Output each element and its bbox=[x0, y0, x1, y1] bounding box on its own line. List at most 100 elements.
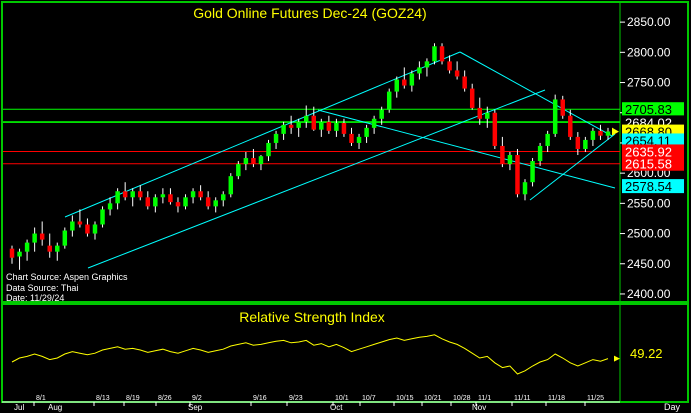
day-label: 11/11 bbox=[514, 395, 531, 402]
rsi-line bbox=[11, 334, 609, 375]
decline-upper-line bbox=[459, 51, 613, 137]
day-label: 9/23 bbox=[289, 395, 303, 402]
candle-body bbox=[70, 221, 75, 231]
candle-body bbox=[205, 197, 211, 207]
day-label: 9/16 bbox=[253, 395, 267, 402]
day-label: 10/1 bbox=[335, 395, 349, 402]
day-label: 8/13 bbox=[96, 395, 110, 402]
price-level-tags: 2705.832685.002684.022668.802654.112635.… bbox=[612, 102, 684, 194]
candle-body bbox=[221, 194, 226, 201]
candle-body bbox=[334, 123, 339, 131]
month-label: Nov bbox=[472, 403, 486, 412]
candle-body bbox=[432, 46, 437, 62]
candle-body bbox=[92, 224, 98, 234]
candle-body bbox=[296, 121, 301, 128]
candle-body bbox=[485, 112, 490, 119]
trend-channel-lines bbox=[64, 51, 616, 269]
day-label: 10/21 bbox=[424, 395, 442, 402]
candle-body bbox=[492, 112, 498, 146]
day-label: 10/7 bbox=[362, 395, 376, 402]
source-line: Data Source: Thai bbox=[6, 283, 78, 293]
date-axis: 8/1 8/13 8/19 8/26 9/2 9/16 9/23 10/1 10/7 10/15 1… bbox=[2, 395, 620, 412]
price-tag-bg bbox=[622, 102, 684, 117]
candle-body bbox=[183, 197, 188, 207]
candle-body bbox=[198, 191, 203, 198]
candle-body bbox=[273, 133, 279, 143]
candle-body bbox=[469, 88, 475, 108]
support-line bbox=[529, 133, 616, 201]
candle-body bbox=[243, 158, 249, 165]
candle-body bbox=[175, 202, 181, 207]
day-label: 10/15 bbox=[396, 395, 414, 402]
current-price-marker bbox=[612, 127, 619, 136]
candle-body bbox=[100, 209, 105, 225]
rsi-value-tag: 49.22 bbox=[627, 346, 685, 362]
price-tag-value: 2615.58 bbox=[625, 157, 672, 172]
candle-body bbox=[402, 79, 407, 86]
candle-body bbox=[545, 133, 550, 146]
candle-body bbox=[379, 109, 384, 119]
candle-body bbox=[386, 91, 392, 110]
candle-body bbox=[507, 155, 513, 165]
candle-body bbox=[341, 123, 347, 134]
decline-lower-line bbox=[317, 109, 616, 189]
candle-body bbox=[568, 115, 573, 137]
candle-body bbox=[32, 233, 37, 243]
y-tick-label: 2750.00 bbox=[627, 76, 671, 90]
candlestick-series bbox=[9, 43, 611, 270]
candle-body bbox=[409, 73, 415, 86]
candle-body bbox=[190, 191, 196, 198]
candle-body bbox=[530, 161, 535, 183]
candle-body bbox=[311, 115, 317, 130]
y-tick-label: 2450.00 bbox=[627, 257, 671, 271]
candle-body bbox=[47, 245, 52, 252]
candle-body bbox=[138, 191, 143, 198]
rsi-series bbox=[11, 334, 620, 375]
day-label: 8/19 bbox=[126, 395, 140, 402]
candle-body bbox=[303, 115, 309, 122]
rsi-value: 49.22 bbox=[630, 346, 663, 361]
candle-body bbox=[9, 248, 15, 258]
channel-lower-line bbox=[87, 89, 546, 269]
rsi-current-marker bbox=[614, 355, 620, 362]
y-tick-label: 2550.00 bbox=[627, 196, 671, 210]
candle-body bbox=[424, 61, 430, 68]
day-label: 11/25 bbox=[587, 395, 604, 402]
candle-body bbox=[575, 136, 581, 149]
price-tag-value: 2635.92 bbox=[625, 144, 672, 159]
channel-upper-line bbox=[64, 51, 461, 218]
day-label: 8/26 bbox=[158, 395, 172, 402]
month-label: Sep bbox=[188, 403, 203, 412]
candle-body bbox=[77, 221, 83, 225]
candle-body bbox=[515, 155, 520, 195]
price-tag-bg bbox=[622, 144, 684, 159]
candle-body bbox=[258, 156, 264, 165]
candle-body bbox=[583, 139, 588, 149]
candle-body bbox=[454, 70, 460, 77]
day-label: 10/28 bbox=[453, 395, 471, 402]
candle-body bbox=[417, 67, 422, 74]
candle-body bbox=[213, 200, 218, 207]
candle-body bbox=[228, 176, 234, 195]
candle-body bbox=[447, 61, 452, 71]
candle-body bbox=[39, 233, 45, 240]
price-tag-bg bbox=[622, 179, 684, 194]
price-chart-title: Gold Online Futures Dec-24 (GOZ24) bbox=[193, 5, 426, 21]
candle-body bbox=[145, 197, 151, 207]
day-label: 11/18 bbox=[548, 395, 565, 402]
candle-body bbox=[24, 242, 30, 252]
y-tick-label: 2800.00 bbox=[627, 45, 671, 59]
candle-body bbox=[356, 136, 362, 143]
candle-body bbox=[394, 79, 399, 92]
candle-body bbox=[349, 133, 354, 143]
candle-body bbox=[266, 142, 271, 157]
day-label: 11/1 bbox=[478, 395, 491, 402]
candle-body bbox=[85, 224, 90, 234]
chart-source-notes: Chart Source: Aspen Graphics Data Source… bbox=[6, 272, 128, 303]
day-label: 8/1 bbox=[36, 395, 46, 402]
candle-body bbox=[522, 182, 528, 195]
candle-body bbox=[605, 131, 611, 136]
candle-body bbox=[560, 99, 565, 116]
source-line: Chart Source: Aspen Graphics bbox=[6, 272, 128, 282]
